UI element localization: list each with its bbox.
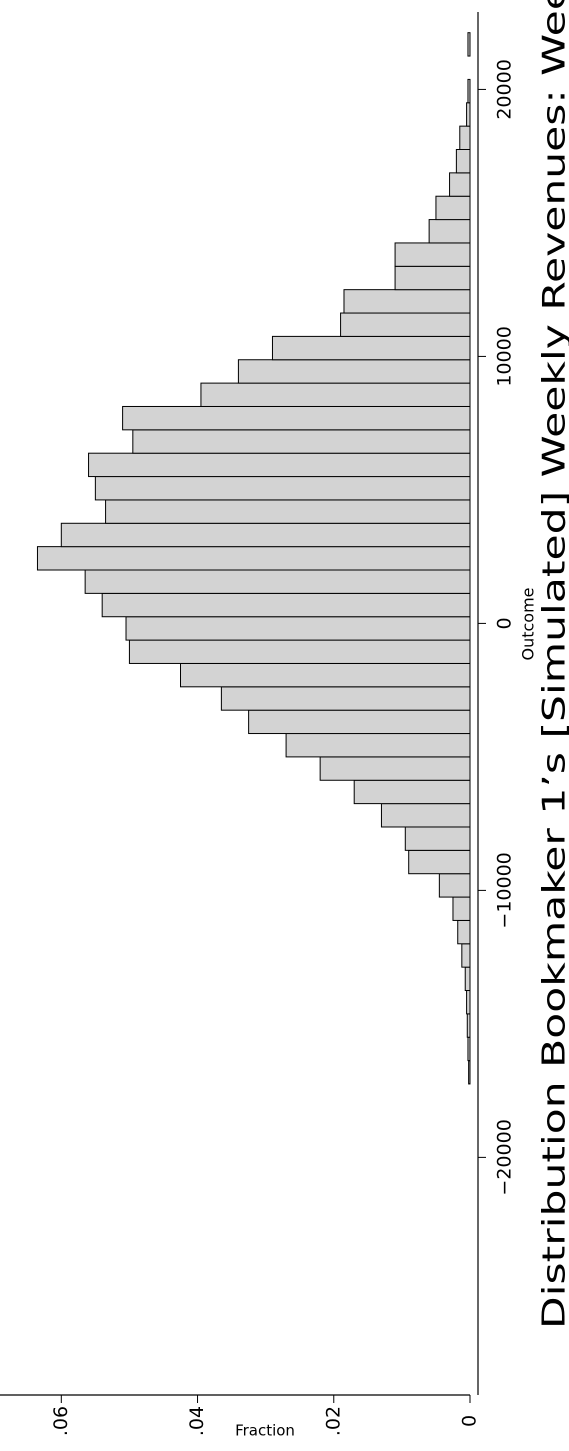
bar [237,359,471,384]
bar [461,943,471,968]
y-tick-label: .04 [186,1406,208,1436]
bar [457,919,471,945]
x-tick-label: −20000 [494,1119,516,1195]
bar [435,195,471,221]
bar [180,662,471,688]
bar [88,452,471,478]
bar [60,522,471,548]
bar [394,242,471,267]
bar [125,616,471,641]
y-axis-label: Fraction [235,1422,295,1440]
bar [468,1060,471,1085]
bar [466,990,471,1015]
x-tick-label: 20000 [494,59,516,119]
bar [466,102,471,127]
bar [200,382,471,407]
y-tick-label: .02 [322,1406,344,1436]
y-tick-label: .06 [50,1406,72,1436]
bar [132,429,471,454]
bar [84,569,471,594]
bar [319,756,471,781]
bar [285,733,471,758]
bar [343,289,471,314]
bar [459,125,471,150]
bar [404,826,471,851]
bar [428,219,471,244]
x-axis-label: Outcome [519,587,538,660]
bar [380,803,471,828]
bar [353,779,471,805]
bar [394,265,471,291]
bar [467,1036,471,1062]
bar [36,546,471,571]
bar [94,476,471,501]
bar [438,873,471,898]
bar [466,1013,471,1038]
bar [467,78,471,104]
bar [452,896,471,921]
bar [248,709,471,735]
bar [467,32,471,57]
y-tick-label: 0 [459,1415,481,1427]
bar [455,148,471,174]
bar [105,499,471,524]
bar [101,592,471,618]
x-tick-label: −10000 [494,852,516,928]
bar [220,686,471,711]
chart-title: Distribution Bookmaker 1’s [Simulated] W… [537,0,569,1329]
bar [122,405,471,431]
x-tick-label: 10000 [494,326,516,386]
bar [464,966,471,992]
bar [128,639,471,664]
bar [408,849,471,875]
bar [340,312,471,337]
x-tick-label: 0 [494,617,516,629]
bar [271,335,471,361]
bar [449,172,471,197]
